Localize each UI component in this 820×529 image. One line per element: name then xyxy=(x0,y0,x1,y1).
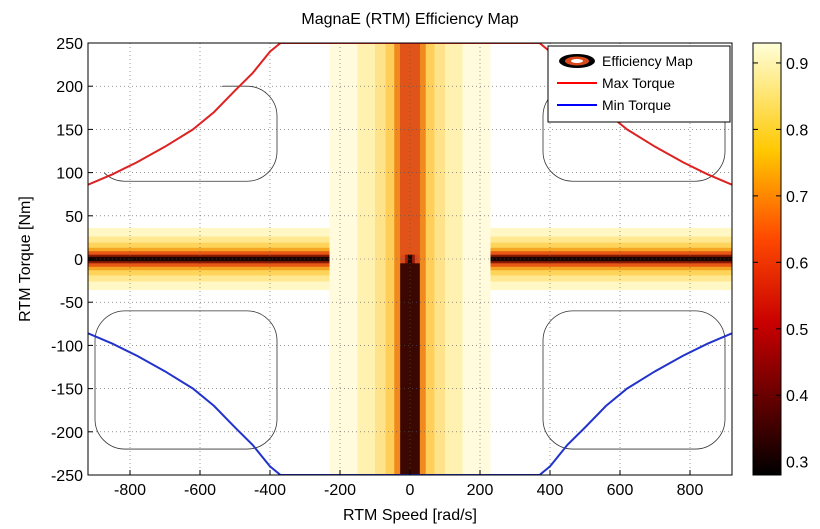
series-line-max-torque xyxy=(88,43,732,186)
legend-swatch-contour-core xyxy=(571,59,583,63)
y-tick-label: 250 xyxy=(56,36,83,53)
x-tick-label: 600 xyxy=(607,482,634,499)
y-tick-label: 50 xyxy=(65,209,83,226)
contour-center-top xyxy=(400,43,420,255)
y-tick-label: 0 xyxy=(74,252,83,269)
x-tick-label: -200 xyxy=(324,482,356,499)
legend-label: Min Torque xyxy=(602,97,671,113)
y-tick-label: -200 xyxy=(51,425,83,442)
legend: Efficiency Map Max Torque Min Torque xyxy=(547,45,731,123)
x-tick-label: 400 xyxy=(537,482,564,499)
colorbar-tick-label: 0.7 xyxy=(786,189,808,206)
colorbar: 0.9 0.8 0.7 0.6 0.5 0.4 0.3 xyxy=(752,42,808,476)
x-axis: -800 -600 -400 -200 0 200 400 600 800 xyxy=(114,470,703,499)
legend-label: Max Torque xyxy=(602,75,675,91)
y-tick-label: -250 xyxy=(51,468,83,485)
y-tick-label: -50 xyxy=(60,295,83,312)
chart-title: MagnaE (RTM) Efficiency Map xyxy=(301,11,518,28)
colorbar-gradient xyxy=(752,42,782,476)
y-tick-label: -100 xyxy=(51,338,83,355)
colorbar-tick-label: 0.3 xyxy=(786,455,808,472)
torque-limit-lines xyxy=(88,43,732,475)
x-tick-label: 200 xyxy=(467,482,494,499)
x-axis-label: RTM Speed [rad/s] xyxy=(343,507,477,524)
colorbar-tick-label: 0.6 xyxy=(786,255,808,272)
colorbar-tick-label: 0.9 xyxy=(786,56,808,73)
y-axis-label: RTM Torque [Nm] xyxy=(17,196,34,322)
y-tick-label: -150 xyxy=(51,382,83,399)
y-tick-label: 150 xyxy=(56,122,83,139)
y-tick-label: 100 xyxy=(56,166,83,183)
legend-label: Efficiency Map xyxy=(602,53,693,69)
x-tick-label: 0 xyxy=(406,482,415,499)
series-line-min-torque xyxy=(88,332,732,475)
contour-high-efficiency-region xyxy=(542,310,726,450)
y-tick-label: 200 xyxy=(56,79,83,96)
y-axis: 250 200 150 100 50 0 -50 -100 -150 -200 -250 xyxy=(51,36,93,485)
envelope-corner xyxy=(88,43,281,185)
x-tick-label: 800 xyxy=(677,482,704,499)
contour-center-bottom xyxy=(400,263,420,475)
colorbar-tick-label: 0.4 xyxy=(786,388,808,405)
x-tick-label: -400 xyxy=(254,482,286,499)
colorbar-tick-label: 0.5 xyxy=(786,322,808,339)
x-tick-label: -800 xyxy=(114,482,146,499)
colorbar-tick-label: 0.8 xyxy=(786,122,808,139)
x-tick-label: -600 xyxy=(184,482,216,499)
contour-high-efficiency-region xyxy=(94,310,278,450)
